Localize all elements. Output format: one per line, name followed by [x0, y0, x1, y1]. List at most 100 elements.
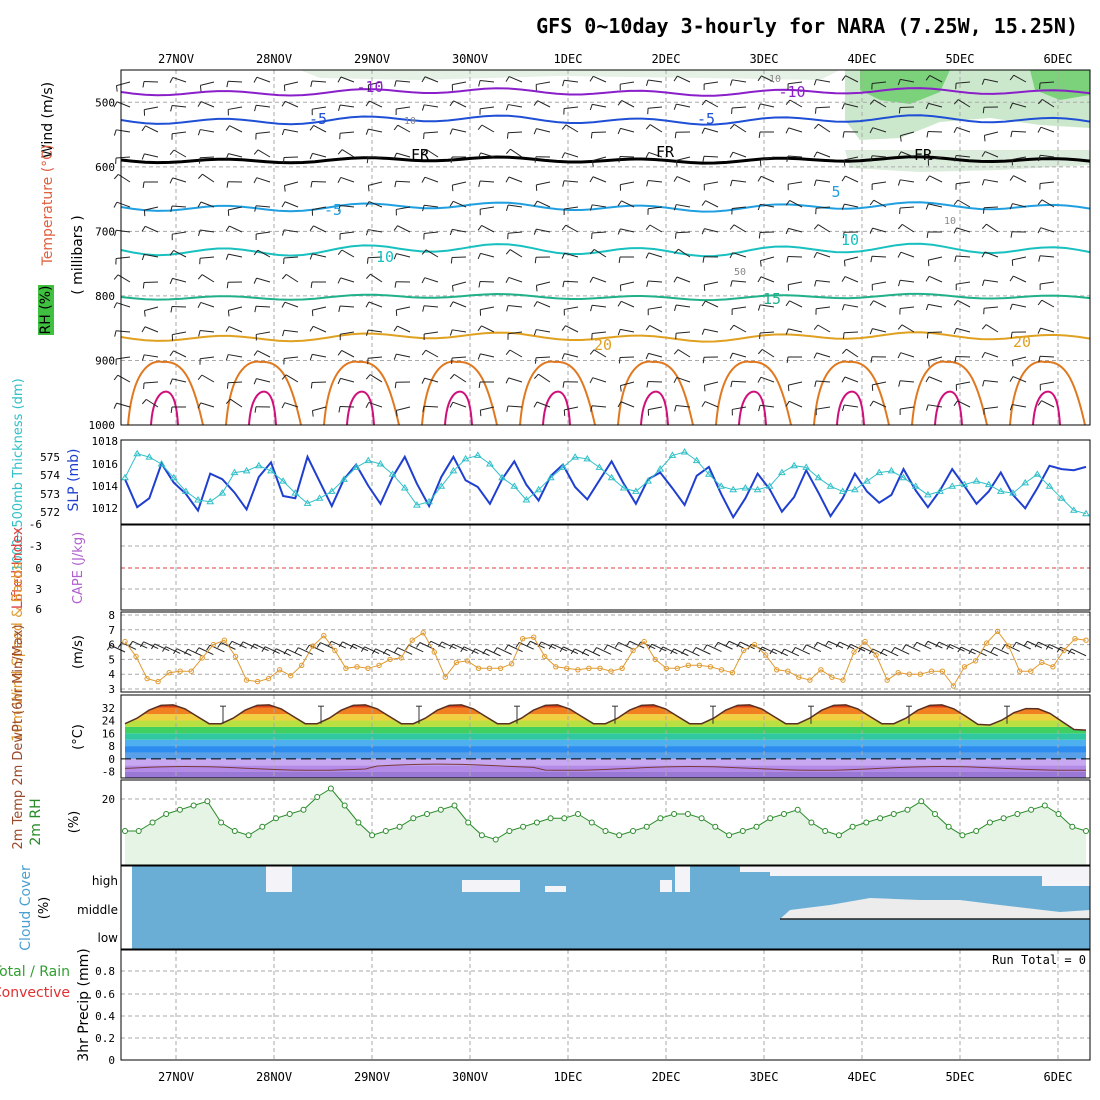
wind-barb — [648, 206, 663, 210]
wind10m-marker — [232, 653, 239, 660]
wind-barb — [815, 106, 831, 109]
wind10m-marker — [221, 637, 228, 643]
warm-lobe — [1009, 360, 1086, 426]
temp2m-series — [124, 704, 1087, 731]
warm-lobe — [421, 360, 498, 426]
rh2m-marker — [575, 811, 581, 817]
slp-ytick: 1014 — [92, 480, 119, 493]
wind10m-barb — [728, 640, 744, 649]
wind-barb — [760, 376, 775, 383]
wind-barb — [1040, 181, 1055, 184]
upper-ytick: 700 — [95, 225, 115, 238]
wind10m-barb-flag — [460, 646, 465, 653]
wind-barb — [340, 231, 355, 235]
wind10m-barb-flag — [559, 646, 564, 653]
wind-barb — [396, 152, 411, 158]
wind10m-barb-flag — [946, 644, 951, 650]
isotherm-plus5 — [120, 201, 1091, 213]
wind-barb — [788, 227, 803, 233]
wind-barb-flag — [197, 402, 202, 409]
wind-barb-flag — [365, 229, 369, 236]
thickness-marker — [583, 454, 592, 462]
wind-barb — [872, 281, 887, 285]
wind-barb — [341, 149, 355, 158]
thickness-marker — [169, 473, 178, 481]
wind-barb-flag — [505, 277, 510, 284]
wind-barb-flag — [477, 353, 481, 360]
wind-barb-flag — [449, 329, 453, 336]
wind-barb — [704, 328, 719, 333]
wind-barb — [705, 300, 719, 308]
wind-barb-flag — [813, 352, 818, 359]
thickness-marker — [851, 485, 859, 493]
wind10m-marker — [354, 664, 360, 670]
chart-title: GFS 0~10day 3-hourly for NARA (7.25W, 15… — [536, 14, 1078, 38]
wind-barb — [984, 306, 999, 309]
wind-barb-flag — [281, 129, 285, 136]
wind-barb — [508, 276, 523, 283]
wind-barb-flag — [645, 325, 651, 331]
rh2m-marker — [314, 794, 321, 800]
wind-barb-flag — [591, 160, 594, 167]
precip-ytick: 0.4 — [95, 1010, 115, 1023]
thickness-slp-panel: 575 574 573 572 1018 1016 1014 1012 — [40, 435, 1091, 525]
wind10m-barb-flag — [614, 642, 620, 648]
warm-lobe — [715, 360, 792, 426]
wind-barb — [844, 376, 859, 383]
wind10m-marker — [674, 665, 680, 671]
wind-barb — [872, 381, 887, 386]
wind10m-barb-flag — [106, 644, 111, 651]
wind-barb — [900, 406, 915, 410]
wind-barb-flag — [393, 152, 397, 159]
wind-barb-flag — [395, 410, 398, 417]
wind-barb-flag — [729, 151, 734, 158]
wind-barb-flag — [703, 385, 706, 392]
wind-barb-flag — [198, 157, 201, 164]
wind10m-marker — [442, 674, 448, 680]
cloud-gap — [266, 866, 292, 892]
wind-barb — [900, 279, 915, 283]
wind-barb — [368, 229, 383, 233]
wind-barb-flag — [897, 251, 902, 258]
wind10m-marker — [144, 675, 150, 682]
wind-barb-flag — [253, 277, 257, 284]
wind-barb-flag — [562, 381, 565, 388]
isotherm-label: -10 — [778, 83, 805, 101]
wind-barb-flag — [142, 81, 145, 88]
wind-barb — [621, 99, 635, 108]
wind10m-barb-flag — [902, 644, 907, 650]
wind-barb-flag — [1011, 360, 1014, 367]
wind-barb-flag — [309, 125, 315, 131]
wind-barb-flag — [645, 79, 649, 86]
wind-barb — [424, 76, 439, 83]
wind-barb — [704, 228, 719, 233]
wind-barb — [900, 131, 915, 137]
temp-band — [125, 758, 1086, 766]
wind-barb-flag — [451, 185, 454, 192]
wind-barb-flag — [813, 123, 819, 129]
wind-barb-flag — [365, 301, 370, 308]
rh2m-marker — [863, 819, 870, 826]
wind-barb-flag — [422, 205, 425, 212]
date-label-top: 28NOV — [256, 52, 292, 66]
wind-barb — [873, 199, 887, 208]
wind-barb-flag — [674, 132, 677, 139]
wind-barb-flag — [141, 254, 145, 261]
wind-barb-flag — [505, 148, 511, 154]
wind-barb — [396, 353, 411, 358]
wind10m-series — [124, 630, 1087, 687]
wind-barb-flag — [954, 255, 957, 262]
wind-barb-flag — [365, 402, 370, 409]
wind10m-barb — [971, 648, 987, 657]
wind10m-marker — [796, 674, 802, 680]
wind-barb-flag — [505, 204, 509, 211]
wind10m-marker — [829, 674, 835, 680]
wind-barb — [620, 328, 635, 333]
wind-barb-flag — [282, 330, 285, 337]
wind10m-marker — [652, 656, 658, 663]
wind-barb — [144, 106, 159, 111]
rh2m-marker — [218, 819, 225, 826]
wind-barb — [424, 305, 439, 308]
wind-barb-flag — [562, 80, 565, 87]
warm-lobe — [323, 360, 400, 426]
